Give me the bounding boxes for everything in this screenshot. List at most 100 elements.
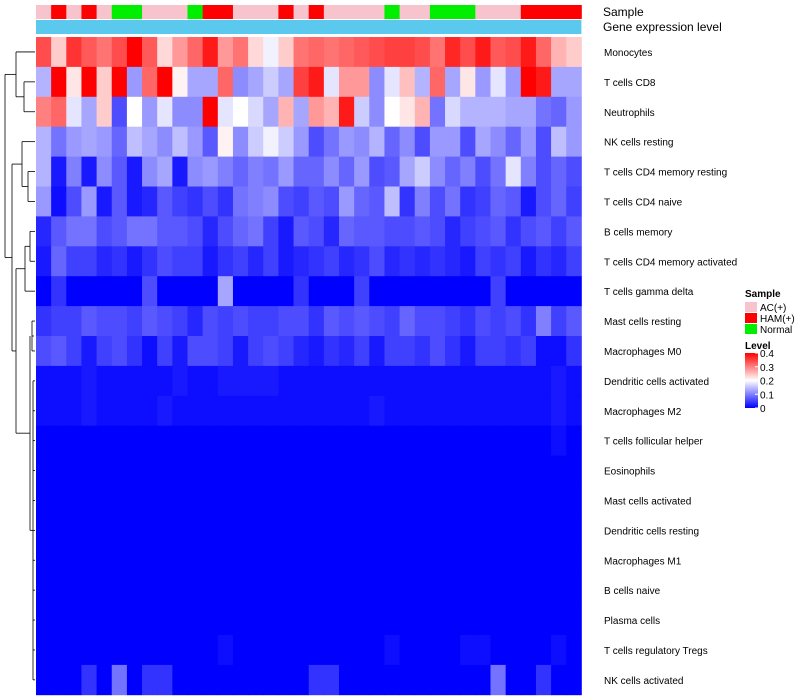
heatmap-cell-r19-c15: [263, 605, 279, 636]
heatmap-cell-r19-c0: [36, 605, 52, 636]
heatmap-cell-r11-c29: [475, 365, 491, 397]
heatmap-cell-r7-c7: [142, 246, 158, 277]
heatmap-cell-r3-c11: [202, 126, 219, 157]
heatmap-cell-r14-c24: [399, 455, 416, 486]
heatmap-cell-r2-c28: [460, 96, 476, 128]
heatmap-cell-r5-c22: [369, 186, 385, 217]
heatmap-cell-r3-c30: [490, 126, 507, 157]
heatmap-cell-r17-c23: [384, 545, 400, 576]
sample-annotation-cell-24: [399, 5, 416, 19]
sample-annotation-cell-8: [157, 5, 173, 19]
row-labels: Monocytes T cells CD8 Neutrophils NK cells …: [604, 48, 737, 687]
heatmap-cell-r7-c21: [354, 246, 370, 277]
heatmap-cell-r0-c2: [66, 37, 82, 68]
heatmap-cell-r14-c25: [414, 455, 431, 486]
heatmap-cell-r11-c27: [445, 365, 461, 397]
heatmap-cell-r9-c32: [520, 306, 537, 337]
heatmap-cell-r21-c33: [535, 664, 552, 696]
heatmap-cell-r10-c19: [323, 336, 340, 367]
heatmap-cell-r8-c9: [172, 276, 188, 307]
heatmap-cell-r5-c1: [51, 186, 67, 217]
heatmap-cell-r10-c2: [66, 336, 82, 367]
heatmap-cell-r17-c1: [51, 545, 67, 576]
heatmap-cell-r15-c3: [81, 485, 97, 516]
heatmap-cell-r8-c10: [187, 276, 204, 307]
heatmap-cell-r19-c23: [384, 605, 400, 636]
heatmap-cell-r9-c19: [323, 306, 340, 337]
heatmap-cell-r6-c32: [520, 216, 537, 247]
heatmap-cell-r6-c29: [475, 216, 491, 247]
row-label-3: NK cells resting: [604, 138, 673, 149]
heatmap-cell-r16-c5: [111, 515, 128, 546]
heatmap-cell-r2-c24: [399, 96, 416, 128]
heatmap-cell-r16-c15: [263, 515, 279, 546]
row-label-20: T cells regulatory Tregs: [604, 646, 708, 657]
heatmap-cell-r14-c26: [429, 455, 446, 486]
heatmap-cell-r17-c3: [81, 545, 97, 576]
legend-level-tick-2: 0.2: [760, 377, 774, 388]
heatmap-cell-r17-c32: [520, 545, 537, 576]
heatmap-cell-r6-c14: [248, 216, 264, 247]
heatmap-cell-r8-c31: [505, 276, 522, 307]
heatmap-cell-r0-c19: [323, 37, 340, 68]
heatmap-cell-r2-c26: [429, 96, 446, 128]
heatmap-cell-r9-c16: [278, 306, 294, 337]
heatmap-cell-r5-c14: [248, 186, 264, 217]
row-label-17: Macrophages M1: [604, 556, 682, 567]
heatmap-cell-r7-c0: [36, 246, 52, 277]
heatmap-cell-r12-c24: [399, 395, 416, 427]
heatmap-cell-r10-c14: [248, 336, 264, 367]
heatmap-cell-r21-c35: [566, 664, 582, 696]
heatmap-cell-r10-c31: [505, 336, 522, 367]
heatmap-cell-r17-c24: [399, 545, 416, 576]
heatmap-cell-r11-c26: [429, 365, 446, 397]
heatmap-cell-r3-c17: [293, 126, 310, 157]
heatmap-cell-r9-c30: [490, 306, 507, 337]
sample-annotation-cell-20: [339, 5, 355, 19]
heatmap-cell-r10-c8: [157, 336, 173, 367]
heatmap-cell-r7-c24: [399, 246, 416, 277]
heatmap-cell-r13-c30: [490, 425, 507, 456]
heatmap-cell-r0-c15: [263, 37, 279, 68]
heatmap-cell-r1-c21: [354, 66, 370, 98]
heatmap-cell-r8-c2: [66, 276, 82, 307]
heatmap-cell-r0-c25: [414, 37, 431, 68]
heatmap-cell-r14-c33: [535, 455, 552, 486]
heatmap-cell-r19-c11: [202, 605, 219, 636]
heatmap-cell-r12-c26: [429, 395, 446, 427]
heatmap-cell-r7-c8: [157, 246, 173, 277]
heatmap-cell-r20-c23: [384, 635, 400, 666]
heatmap-cell-r18-c7: [142, 575, 158, 606]
heatmap-cell-r20-c25: [414, 635, 431, 666]
heatmap-cell-r14-c35: [566, 455, 582, 486]
heatmap-cell-r9-c31: [505, 306, 522, 337]
heatmap-cell-r8-c30: [490, 276, 507, 307]
heatmap-cell-r5-c31: [505, 186, 522, 217]
heatmap-cell-r14-c11: [202, 455, 219, 486]
sample-annotation-cell-15: [263, 5, 279, 19]
heatmap-cell-r5-c23: [384, 186, 400, 217]
heatmap-cell-r8-c27: [445, 276, 461, 307]
heatmap-cell-r1-c22: [369, 66, 385, 98]
heatmap-cell-r3-c18: [308, 126, 325, 157]
heatmap-cell-r14-c13: [232, 455, 249, 486]
heatmap-cell-r0-c24: [399, 37, 416, 68]
heatmap-cell-r13-c1: [51, 425, 67, 456]
heatmap-cell-r9-c12: [217, 306, 234, 337]
sample-annotation-cell-7: [142, 5, 158, 19]
heatmap-cell-r6-c17: [293, 216, 310, 247]
legend-level-tick-3: 0.1: [760, 390, 774, 401]
heatmap-cell-r2-c23: [384, 96, 400, 128]
heatmap-cell-r3-c26: [429, 126, 446, 157]
heatmap-cell-r5-c18: [308, 186, 325, 217]
heatmap-cell-r8-c14: [248, 276, 264, 307]
heatmap-cell-r4-c0: [36, 156, 52, 187]
heatmap-cell-r4-c8: [157, 156, 173, 187]
heatmap-cell-r15-c22: [369, 485, 385, 516]
sample-annotation-cell-27: [445, 5, 461, 19]
heatmap-cell-r15-c17: [293, 485, 310, 516]
heatmap-cell-r2-c35: [566, 96, 582, 128]
heatmap-cell-r21-c16: [278, 664, 294, 696]
heatmap-cell-r4-c28: [460, 156, 476, 187]
heatmap-cell-r15-c18: [308, 485, 325, 516]
